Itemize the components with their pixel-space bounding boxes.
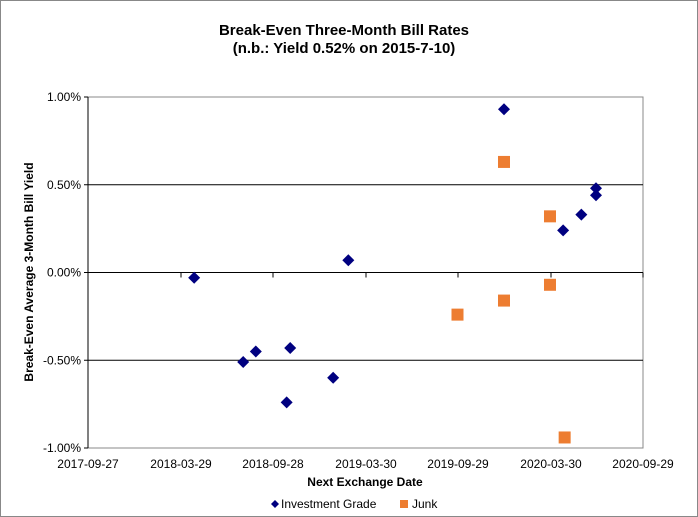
point-investment-grade: [589, 189, 602, 202]
y-tick-label: -1.00%: [43, 441, 81, 455]
legend-junk: Junk: [412, 497, 438, 511]
point-junk: [497, 294, 510, 307]
chart-subtitle: (n.b.: Yield 0.52% on 2015-7-10): [233, 40, 456, 57]
legend-investment-grade: Investment Grade: [281, 497, 377, 511]
point-investment-grade: [280, 396, 293, 409]
point-investment-grade: [327, 371, 340, 384]
point-junk: [451, 308, 464, 321]
point-junk: [558, 431, 571, 444]
x-tick-label: 2018-03-29: [150, 457, 212, 471]
x-tick-label: 2019-03-30: [335, 457, 397, 471]
y-tick-label: 0.50%: [47, 178, 81, 192]
point-investment-grade: [589, 182, 602, 195]
point-investment-grade: [284, 341, 297, 354]
point-investment-grade: [575, 208, 588, 221]
y-axis-label: Break-Even Average 3-Month Bill Yield: [22, 162, 36, 381]
point-investment-grade: [249, 345, 262, 358]
point-junk: [497, 155, 510, 168]
x-axis-label: Next Exchange Date: [307, 475, 423, 489]
point-investment-grade: [237, 356, 250, 369]
x-tick-label: 2020-03-30: [520, 457, 582, 471]
point-investment-grade: [497, 103, 510, 116]
point-junk: [543, 210, 556, 223]
x-tick-label: 2018-09-28: [242, 457, 304, 471]
y-tick-label: -0.50%: [43, 353, 81, 367]
x-tick-label: 2017-09-27: [57, 457, 119, 471]
point-junk: [543, 278, 556, 291]
chart-title: Break-Even Three-Month Bill Rates: [219, 22, 469, 39]
legend: Investment Grade Junk: [271, 497, 438, 511]
x-tick-label: 2020-09-29: [612, 457, 674, 471]
legend-diamond-icon: [271, 500, 279, 508]
y-tick-label: 1.00%: [47, 90, 81, 104]
x-tick-label: 2019-09-29: [427, 457, 489, 471]
point-investment-grade: [557, 224, 570, 237]
y-tick-label: 0.00%: [47, 266, 81, 280]
point-investment-grade: [188, 271, 201, 284]
point-investment-grade: [342, 254, 355, 267]
legend-square-icon: [400, 500, 408, 508]
